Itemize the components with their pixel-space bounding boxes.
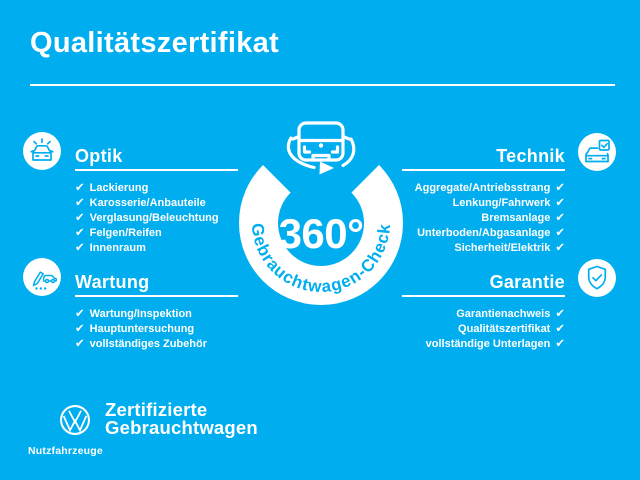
check-item: ✔ Aggregate/Antriebsstrang xyxy=(402,180,565,195)
check-item-label: Aggregate/Antriebsstrang xyxy=(414,182,551,194)
page-title: Qualitätszertifikat xyxy=(30,27,280,59)
rotation-arrowhead xyxy=(319,161,334,175)
check-list: ✔ Wartung/Inspektion ✔ Hauptuntersuchung ✔ vo… xyxy=(75,306,238,351)
check-item: ✔ Lenkung/Fahrwerk xyxy=(402,195,565,210)
check-item: ✔ Innenraum xyxy=(75,240,238,255)
check-item-label: Felgen/Reifen xyxy=(89,227,162,239)
check-item-label: Lackierung xyxy=(89,182,149,194)
check-icon: ✔ xyxy=(555,336,565,350)
check-item: ✔ Unterboden/Abgasanlage xyxy=(402,225,565,240)
check-item-label: Karosserie/Anbauteile xyxy=(89,197,206,209)
check-list: ✔ Aggregate/Antriebsstrang ✔ Lenkung/Fahrwe… xyxy=(402,180,565,255)
service-pen-car-icon xyxy=(23,258,61,296)
check-item: ✔ Felgen/Reifen xyxy=(75,225,238,240)
section-title: Technik xyxy=(496,146,565,166)
check-item-label: Verglasung/Beleuchtung xyxy=(89,212,219,224)
footer-label-line2: Gebrauchtwagen xyxy=(105,416,258,438)
check-icon: ✔ xyxy=(75,240,85,254)
car-dot xyxy=(318,143,324,148)
section-optik: Optik ✔ Lackierung ✔ Karosserie/Anbauteile ✔… xyxy=(75,146,238,255)
check-icon: ✔ xyxy=(555,321,565,335)
check-item-label: Garantienachweis xyxy=(456,308,551,320)
check-item-label: Qualitätszertifikat xyxy=(458,323,551,335)
section-garantie: Garantie ✔ Garantienachweis ✔ Qualitätszert… xyxy=(402,272,565,351)
check-item-label: Hauptuntersuchung xyxy=(89,323,195,335)
check-icon: ✔ xyxy=(555,306,565,320)
brand-label: Nutzfahrzeuge xyxy=(28,445,103,457)
check-item-label: vollständige Unterlagen xyxy=(425,338,551,350)
car-checklist-icon xyxy=(578,133,616,171)
section-divider xyxy=(75,295,238,297)
check-item: ✔ Karosserie/Anbauteile xyxy=(75,195,238,210)
check-icon: ✔ xyxy=(555,240,565,254)
check-icon: ✔ xyxy=(75,210,85,224)
check-item-label: Bremsanlage xyxy=(481,212,551,224)
check-list: ✔ Lackierung ✔ Karosserie/Anbauteile ✔ Vergla… xyxy=(75,180,238,255)
check-item: ✔ Qualitätszertifikat xyxy=(402,321,565,336)
footer-label-line1: Zertifizierte xyxy=(105,399,208,420)
check-icon: ✔ xyxy=(75,180,85,194)
check-item: ✔ Hauptuntersuchung xyxy=(75,321,238,336)
check-item-label: Wartung/Inspektion xyxy=(89,308,192,320)
badge-ring xyxy=(239,165,403,305)
check-item-label: Lenkung/Fahrwerk xyxy=(452,197,551,209)
footer-label: Zertifizierte Gebrauchtwagen xyxy=(105,401,258,436)
section-divider xyxy=(402,169,565,171)
check-item-label: Unterboden/Abgasanlage xyxy=(417,227,551,239)
check-item-label: Innenraum xyxy=(89,242,146,254)
badge-value: 360° xyxy=(279,210,364,257)
check-icon: ✔ xyxy=(555,225,565,239)
section-divider xyxy=(75,169,238,171)
section-divider xyxy=(402,295,565,297)
check-item-label: vollständiges Zubehör xyxy=(89,338,207,350)
check-list: ✔ Garantienachweis ✔ Qualitätszertifikat ✔ vo… xyxy=(402,306,565,351)
check-item: ✔ vollständige Unterlagen xyxy=(402,336,565,351)
shield-check-icon xyxy=(578,259,616,297)
check-item: ✔ Garantienachweis xyxy=(402,306,565,321)
check-item-label: Sicherheit/Elektrik xyxy=(454,242,551,254)
check-icon: ✔ xyxy=(555,210,565,224)
check-icon: ✔ xyxy=(75,336,85,350)
check-icon: ✔ xyxy=(555,180,565,194)
check-icon: ✔ xyxy=(75,195,85,209)
check-item: ✔ Sicherheit/Elektrik xyxy=(402,240,565,255)
section-title: Wartung xyxy=(75,272,150,292)
check-icon: ✔ xyxy=(75,306,85,320)
check-item: ✔ vollständiges Zubehör xyxy=(75,336,238,351)
check-icon: ✔ xyxy=(555,195,565,209)
check-item: ✔ Bremsanlage xyxy=(402,210,565,225)
360-check-badge: Gebrauchtwagen-Check 360° xyxy=(239,121,403,305)
vw-logo xyxy=(60,405,90,435)
check-icon: ✔ xyxy=(75,225,85,239)
section-title: Garantie xyxy=(489,272,565,292)
section-wartung: Wartung ✔ Wartung/Inspektion ✔ Hauptuntersu… xyxy=(75,272,238,351)
shiny-car-icon xyxy=(23,132,61,170)
check-item: ✔ Wartung/Inspektion xyxy=(75,306,238,321)
section-technik: Technik ✔ Aggregate/Antriebsstrang ✔ Lenkun… xyxy=(402,146,565,255)
check-item: ✔ Verglasung/Beleuchtung xyxy=(75,210,238,225)
check-icon: ✔ xyxy=(75,321,85,335)
check-item: ✔ Lackierung xyxy=(75,180,238,195)
car-360-rotation-icon xyxy=(286,121,356,170)
title-divider xyxy=(30,84,615,86)
section-title: Optik xyxy=(75,146,123,166)
